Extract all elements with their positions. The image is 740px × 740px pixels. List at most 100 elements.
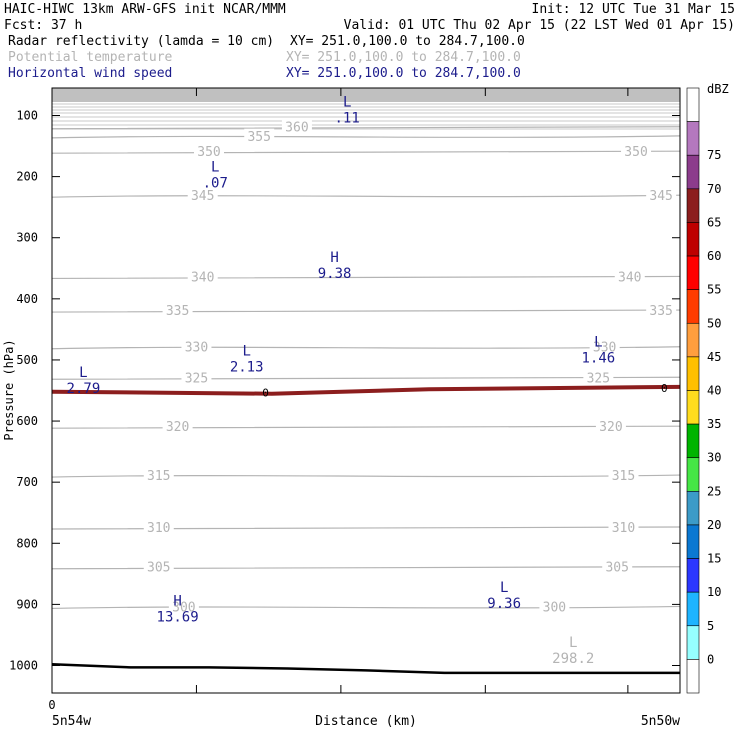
x-axis-label: Distance (km) — [315, 714, 417, 729]
y-tick-label-1000: 1000 — [9, 659, 38, 673]
colorbar-swatch-12 — [686, 491, 700, 526]
extremum-type-3: L — [242, 344, 250, 360]
colorbar-label-70: 70 — [707, 182, 721, 196]
colorbar-swatch-2 — [686, 154, 700, 190]
colorbar-unit: dBZ — [707, 82, 729, 96]
model-top-gray-band — [52, 88, 680, 102]
extremum-value-4: 1.46 — [582, 351, 616, 367]
extremum-type-0: L — [343, 94, 351, 110]
colorbar-label-60: 60 — [707, 249, 721, 263]
extremum-value-1: .07 — [203, 176, 228, 192]
extremum-type-7: H — [173, 594, 181, 610]
theta-label-bg-345-0 — [187, 187, 218, 202]
y-tick-label-900: 900 — [16, 597, 38, 611]
theta-label-bg-305-0 — [143, 558, 174, 573]
colorbar-label-35: 35 — [707, 417, 721, 431]
theta-label-350-1: 350 — [624, 145, 647, 160]
theta-label-bg-340-1 — [614, 268, 645, 283]
extremum-type-1: L — [211, 160, 219, 176]
theta-label-bg-305-1 — [602, 558, 633, 573]
theta-label-335-1: 335 — [649, 304, 672, 319]
theta-label-bg-345-1 — [646, 187, 677, 202]
y-tick-label-100: 100 — [16, 109, 38, 123]
theta-label-300-1: 300 — [543, 600, 566, 615]
theta-label-bg-360-0 — [281, 118, 312, 133]
colorbar: 0 5 10 15 20 25 30 35 40 45 50 55 60 65 70 75 — [686, 87, 721, 694]
colorbar-label-40: 40 — [707, 384, 721, 398]
theta-label-345-0: 345 — [191, 189, 214, 204]
theta-label-bg-320-1 — [595, 418, 626, 433]
theta-label-bg-330-0 — [181, 338, 212, 353]
colorbar-swatch-14 — [686, 558, 700, 593]
field-theta-name: Potential temperature — [8, 50, 173, 65]
colorbar-label-55: 55 — [707, 283, 721, 297]
extremum-type-5: L — [79, 365, 87, 381]
theta-label-325-1: 325 — [587, 371, 610, 386]
header-title: HAIC-HIWC 13km ARW-GFS init NCAR/MMM — [4, 2, 286, 17]
x-tick-label-0: 0 — [48, 698, 55, 712]
extremum-value-8: 298.2 — [552, 651, 594, 667]
y-tick-label-600: 600 — [16, 414, 38, 428]
extremum-value-6: 9.36 — [487, 596, 521, 612]
colorbar-swatch-9 — [686, 390, 700, 425]
theta-label-310-1: 310 — [612, 521, 635, 536]
colorbar-swatch-13 — [686, 524, 700, 559]
y-tick-label-300: 300 — [16, 231, 38, 245]
extremum-type-2: H — [330, 250, 338, 266]
y-axis: 100 200 300 400 500 600 700 800 900 1000 — [9, 109, 680, 673]
colorbar-swatch-17 — [686, 659, 700, 694]
colorbar-swatch-0 — [686, 87, 700, 122]
y-axis-label: Pressure (hPa) — [2, 339, 16, 440]
colorbar-swatch-15 — [686, 591, 700, 627]
theta-contour-310 — [51, 526, 681, 530]
colorbar-label-45: 45 — [707, 350, 721, 364]
y-tick-label-800: 800 — [16, 536, 38, 550]
theta-label-bg-315-0 — [143, 467, 174, 482]
theta-label-bg-325-1 — [583, 369, 614, 384]
theta-label-320-0: 320 — [166, 420, 189, 435]
theta-contour-355 — [51, 135, 681, 139]
wind-extrema-labels: L.11L.07H9.38L2.13L1.46L2.79L9.36H13.69L… — [67, 94, 616, 667]
zero-line-label-2: 0 — [661, 382, 668, 395]
theta-contour-315 — [51, 474, 681, 478]
theta-contour-340 — [51, 275, 681, 280]
theta-label-340-1: 340 — [618, 270, 641, 285]
colorbar-swatch-1 — [686, 121, 700, 156]
theta-label-325-0: 325 — [185, 371, 208, 386]
reflectivity-band-line — [51, 384, 681, 396]
theta-label-bg-300-0 — [168, 598, 199, 613]
colorbar-label-5: 5 — [707, 619, 714, 633]
theta-contours: 355 360 350 350 345 345 340 340 335 335 330 330 325 3… — [51, 118, 681, 615]
y-tick-label-200: 200 — [16, 170, 38, 184]
extremum-value-5: 2.79 — [67, 381, 101, 397]
theta-label-330-1: 330 — [593, 341, 616, 356]
theta-contour-320 — [51, 425, 681, 429]
theta-label-bg-325-0 — [181, 369, 212, 384]
theta-label-305-0: 305 — [147, 561, 170, 576]
theta-contour-345 — [51, 194, 681, 198]
field-wind-name: Horizontal wind speed — [8, 66, 172, 81]
theta-label-345-1: 345 — [649, 189, 672, 204]
theta-label-bg-335-0 — [162, 302, 193, 317]
header-init: Init: 12 UTC Tue 31 Mar 15 — [532, 2, 736, 17]
y-tick-label-400: 400 — [16, 292, 38, 306]
theta-contour-305 — [51, 565, 681, 570]
theta-label-bg-330-1 — [589, 338, 620, 353]
header-valid: Valid: 01 UTC Thu 02 Apr 15 (22 LST Wed … — [344, 18, 735, 33]
extremum-value-3: 2.13 — [230, 360, 264, 376]
theta-contour-300 — [51, 605, 681, 610]
colorbar-label-75: 75 — [707, 148, 721, 162]
theta-label-330-0: 330 — [185, 341, 208, 356]
theta-label-340-0: 340 — [191, 270, 214, 285]
extremum-type-4: L — [594, 335, 602, 351]
theta-label-bg-335-1 — [646, 302, 677, 317]
theta-label-bg-310-1 — [608, 519, 639, 533]
header: HAIC-HIWC 13km ARW-GFS init NCAR/MMM Ini… — [4, 2, 735, 81]
header-fcst: Fcst: 37 h — [4, 18, 82, 33]
plot-frame — [51, 87, 681, 694]
theta-label-315-0: 315 — [147, 469, 170, 484]
theta-label-305-1: 305 — [605, 561, 628, 576]
plot-area: 355 360 350 350 345 345 340 340 335 335 330 330 325 3… — [51, 87, 681, 694]
